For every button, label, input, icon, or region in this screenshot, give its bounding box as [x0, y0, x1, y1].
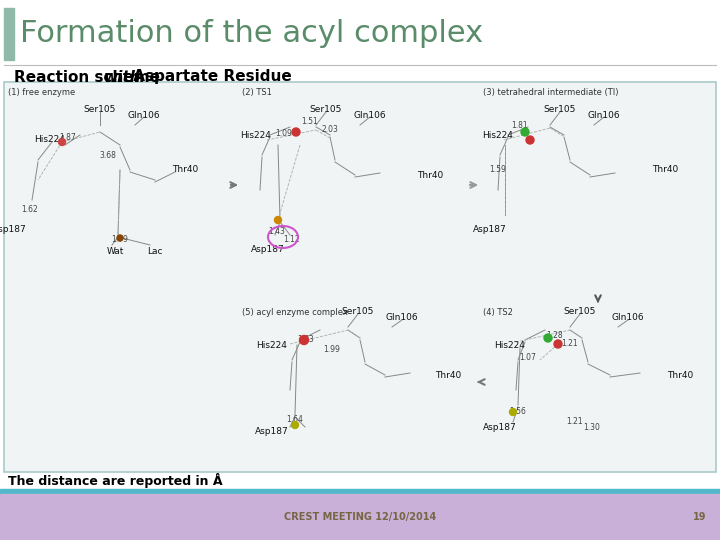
Circle shape	[292, 128, 300, 136]
Text: Thr40: Thr40	[652, 165, 678, 174]
Text: 1.81: 1.81	[512, 120, 528, 130]
Text: Ser105: Ser105	[342, 307, 374, 316]
Text: His224: His224	[256, 341, 287, 349]
Text: (2) TS1: (2) TS1	[242, 88, 272, 97]
Text: Thr40: Thr40	[667, 370, 693, 380]
Circle shape	[292, 422, 299, 429]
Text: Gln106: Gln106	[386, 314, 418, 322]
Text: CREST MEETING 12/10/2014: CREST MEETING 12/10/2014	[284, 512, 436, 522]
Circle shape	[58, 138, 66, 145]
Text: 1.07: 1.07	[520, 354, 536, 362]
Circle shape	[300, 335, 308, 345]
Text: 1.59: 1.59	[490, 165, 506, 174]
Text: Thr40: Thr40	[172, 165, 198, 174]
Text: Gln106: Gln106	[588, 111, 621, 119]
Text: (3) tetrahedral intermediate (TI): (3) tetrahedral intermediate (TI)	[483, 88, 618, 97]
Text: His224: His224	[482, 131, 513, 139]
Text: 1.62: 1.62	[22, 206, 38, 214]
Text: 1.09: 1.09	[276, 129, 292, 138]
Text: Asp187: Asp187	[0, 226, 27, 234]
Text: 3.68: 3.68	[99, 151, 117, 159]
Text: Gln106: Gln106	[612, 314, 644, 322]
Text: 1.56: 1.56	[510, 408, 526, 416]
Text: His224: His224	[35, 136, 66, 145]
Text: Ser105: Ser105	[544, 105, 576, 114]
Text: Thr40: Thr40	[417, 171, 443, 179]
Text: 1.21: 1.21	[567, 417, 583, 427]
Text: (1) free enzyme: (1) free enzyme	[8, 88, 76, 97]
Text: The distance are reported in Å: The distance are reported in Å	[8, 472, 222, 488]
Text: His224: His224	[495, 341, 526, 349]
Text: (4) TS2: (4) TS2	[483, 308, 513, 317]
Text: Gln106: Gln106	[127, 111, 161, 119]
Text: 1.99: 1.99	[323, 346, 341, 354]
Text: 1.79: 1.79	[112, 235, 128, 245]
Text: 1.21: 1.21	[562, 340, 578, 348]
Text: with: with	[104, 70, 142, 84]
Text: His224: His224	[240, 131, 271, 139]
Text: Reaction scheme: Reaction scheme	[14, 70, 166, 84]
Text: Gln106: Gln106	[354, 111, 387, 119]
Text: 1.51: 1.51	[302, 118, 318, 126]
Circle shape	[526, 136, 534, 144]
Text: 1.28: 1.28	[546, 330, 563, 340]
Circle shape	[274, 217, 282, 224]
Text: 1.87: 1.87	[60, 132, 76, 141]
Text: Wat: Wat	[107, 247, 124, 256]
Text: Asp187: Asp187	[251, 246, 285, 254]
Text: Ser105: Ser105	[310, 105, 342, 114]
Text: 1.64: 1.64	[287, 415, 303, 424]
Text: Thr40: Thr40	[435, 370, 461, 380]
Text: 1.43: 1.43	[269, 227, 285, 237]
Bar	[0, 494, 720, 540]
Circle shape	[521, 128, 529, 136]
Text: 1.12: 1.12	[284, 234, 300, 244]
Text: Asp187: Asp187	[255, 428, 289, 436]
Text: Lac: Lac	[148, 247, 163, 256]
Text: 1.83: 1.83	[297, 335, 315, 345]
Text: Aspartate Residue: Aspartate Residue	[128, 70, 292, 84]
Circle shape	[117, 235, 123, 241]
Text: Asp187: Asp187	[483, 423, 517, 433]
Text: Formation of the acyl complex: Formation of the acyl complex	[20, 18, 483, 48]
Circle shape	[544, 334, 552, 342]
Text: Asp187: Asp187	[473, 226, 507, 234]
Circle shape	[510, 408, 516, 415]
Text: Ser105: Ser105	[564, 307, 596, 316]
Text: 19: 19	[693, 512, 707, 522]
Bar	[4, 82, 716, 472]
Text: 2.03: 2.03	[322, 125, 338, 134]
Text: (5) acyl enzyme complex: (5) acyl enzyme complex	[242, 308, 348, 317]
Text: Ser105: Ser105	[84, 105, 116, 114]
Bar	[4, 8, 14, 60]
Bar	[0, 489, 720, 494]
Circle shape	[554, 340, 562, 348]
Text: 1.30: 1.30	[584, 423, 600, 433]
